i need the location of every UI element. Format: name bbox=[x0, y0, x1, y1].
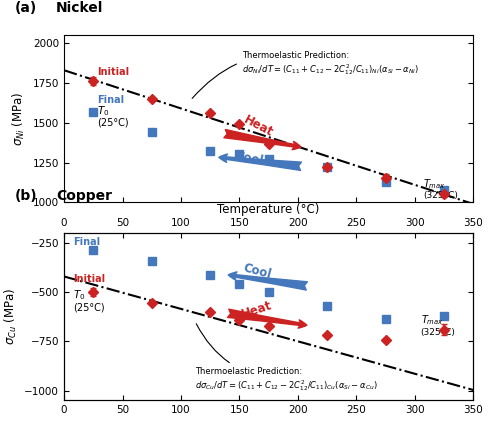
Text: (a): (a) bbox=[15, 1, 37, 15]
Text: Initial: Initial bbox=[97, 67, 129, 77]
Text: Cool: Cool bbox=[242, 261, 273, 282]
Text: $T_0$: $T_0$ bbox=[73, 288, 86, 301]
X-axis label: Temperature (°C): Temperature (°C) bbox=[217, 203, 320, 216]
Text: Heat: Heat bbox=[242, 113, 276, 139]
Text: (25°C): (25°C) bbox=[73, 303, 105, 313]
Text: Final: Final bbox=[73, 237, 101, 246]
Text: Initial: Initial bbox=[73, 275, 106, 284]
Text: (25°C): (25°C) bbox=[97, 118, 129, 128]
Y-axis label: $\sigma_{Ni}$ (MPa): $\sigma_{Ni}$ (MPa) bbox=[11, 92, 27, 146]
Text: (325°C): (325°C) bbox=[421, 328, 456, 337]
Text: Final: Final bbox=[97, 95, 124, 105]
Y-axis label: $\sigma_{Cu}$ (MPa): $\sigma_{Cu}$ (MPa) bbox=[2, 288, 19, 345]
Text: Nickel: Nickel bbox=[56, 1, 103, 15]
Text: Heat: Heat bbox=[240, 298, 274, 320]
Text: Cool: Cool bbox=[234, 149, 264, 168]
Text: $T_{max}$: $T_{max}$ bbox=[421, 313, 444, 326]
Text: Thermoelastic Prediction:
$d\sigma_{Cu}/dT=(C_{11}+C_{12}-2C_{12}^2/C_{11})_{Cu}: Thermoelastic Prediction: $d\sigma_{Cu}/… bbox=[195, 324, 378, 393]
Text: $T_0$: $T_0$ bbox=[97, 104, 109, 118]
Text: $T_{max}$: $T_{max}$ bbox=[423, 177, 446, 191]
Text: (325°C): (325°C) bbox=[423, 191, 458, 200]
Text: (b): (b) bbox=[15, 189, 37, 203]
Text: Copper: Copper bbox=[56, 189, 112, 203]
Text: Thermoelastic Prediction:
$d\sigma_{Ni}/dT=(C_{11}+C_{12}-2C_{12}^2/C_{11})_{Ni}: Thermoelastic Prediction: $d\sigma_{Ni}/… bbox=[192, 51, 419, 99]
